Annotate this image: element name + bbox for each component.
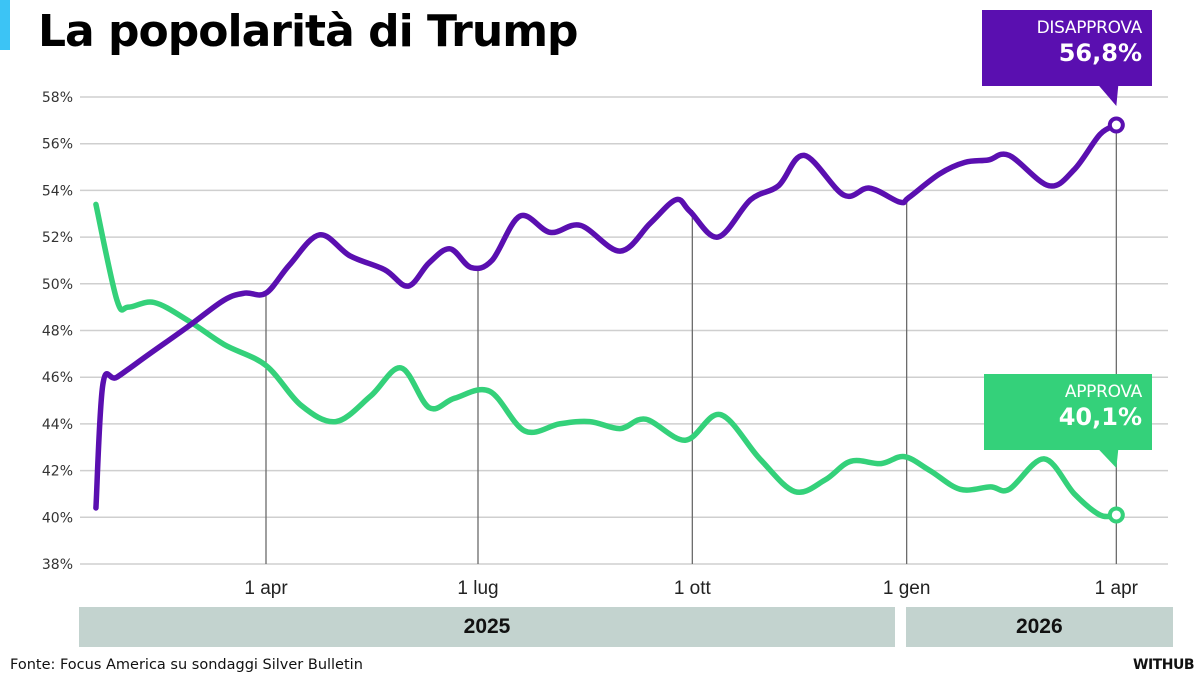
year-band-2025: 2025 [79, 607, 895, 647]
x-tick-label: 1 apr [244, 578, 288, 599]
x-axis-ticks: 1 apr 1 lug 1 ott 1 gen 1 apr [244, 578, 1138, 599]
series-endpoints [1107, 116, 1125, 524]
year-band-2026: 2026 [905, 607, 1173, 647]
endpoint-marker-approva [1107, 506, 1125, 524]
approve-callout-pointer [1098, 449, 1119, 468]
year-label: 2026 [1015, 615, 1063, 638]
approve-value: 40,1% [1058, 403, 1142, 431]
y-tick-label: 48% [42, 324, 73, 340]
y-tick-label: 54% [42, 183, 73, 199]
series-lines [93, 122, 1120, 520]
disapprove-value: 56,8% [1058, 39, 1142, 67]
disapprove-callout: DISAPPROVA 56,8% [982, 10, 1152, 86]
approve-label: APPROVA [1064, 382, 1142, 402]
y-gridlines [80, 96, 1168, 565]
disapprove-label: DISAPPROVA [1036, 18, 1143, 38]
approve-callout: APPROVA 40,1% [984, 374, 1152, 450]
y-tick-label: 46% [42, 370, 73, 386]
callout-pointers [1098, 85, 1119, 468]
x-month-lines [265, 123, 1117, 564]
y-axis-ticks: 58% 56% 54% 52% 50% 48% 46% 44% 42% 40% 38% [42, 90, 73, 573]
accent-bar [0, 0, 10, 50]
y-tick-label: 50% [42, 277, 73, 293]
y-tick-label: 58% [42, 90, 73, 106]
series-line-disapprova [93, 122, 1120, 511]
disapprove-callout-pointer [1098, 85, 1119, 106]
year-label: 2025 [463, 615, 511, 638]
y-tick-label: 44% [42, 417, 73, 433]
y-tick-label: 56% [42, 137, 73, 153]
y-tick-label: 42% [42, 464, 73, 480]
x-tick-label: 1 gen [883, 578, 931, 599]
series-line-approva [93, 201, 1120, 520]
brand-logo: WITHUB [1133, 657, 1194, 673]
y-tick-label: 52% [42, 230, 73, 246]
x-tick-label: 1 lug [457, 578, 498, 599]
source-note: Fonte: Focus America su sondaggi Silver … [10, 657, 363, 673]
chart-title: La popolarità di Trump [38, 6, 579, 57]
x-tick-label: 1 apr [1095, 578, 1139, 599]
endpoint-marker-disapprova [1107, 116, 1125, 134]
y-tick-label: 40% [42, 510, 73, 526]
y-tick-label: 38% [42, 557, 73, 573]
x-tick-label: 1 ott [674, 578, 712, 599]
